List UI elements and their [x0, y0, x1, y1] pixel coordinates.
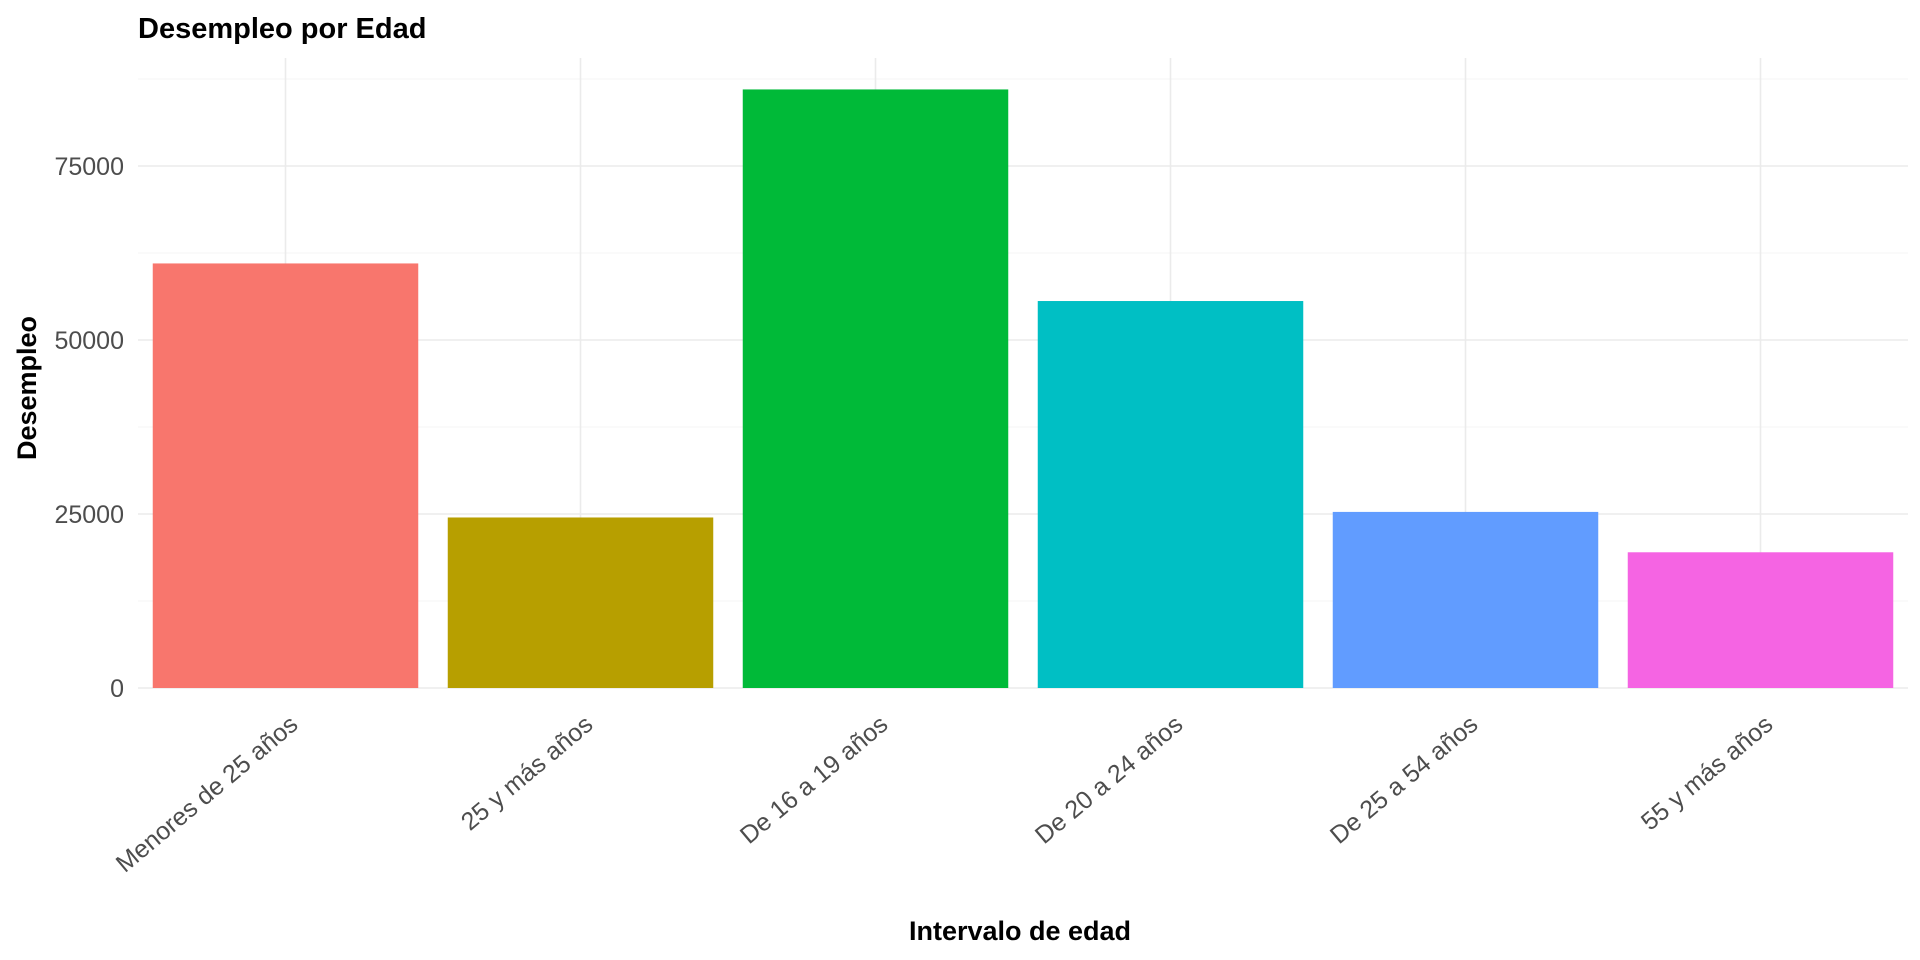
x-tick-label: De 16 a 19 años: [735, 710, 894, 849]
x-tick-label: Menores de 25 años: [111, 710, 304, 878]
bar: [1332, 511, 1599, 688]
x-axis-title: Intervalo de edad: [909, 916, 1131, 946]
bars: [152, 89, 1894, 688]
bar: [1627, 552, 1894, 688]
x-tick-label: De 20 a 24 años: [1030, 710, 1189, 849]
y-tick-label: 50000: [54, 327, 124, 355]
y-tick-label: 0: [110, 675, 124, 703]
x-axis-ticks: Menores de 25 años 25 y más años De 16 a 1…: [111, 710, 1779, 878]
bar: [447, 517, 714, 688]
y-axis-ticks: 0 25000 50000 75000: [54, 153, 124, 703]
y-axis-title: Desempleo: [12, 316, 42, 460]
x-tick-label: 55 y más años: [1636, 710, 1779, 836]
bar: [742, 89, 1009, 688]
y-tick-label: 75000: [54, 153, 124, 181]
y-tick-label: 25000: [54, 501, 124, 529]
chart-title: Desempleo por Edad: [138, 13, 426, 45]
bar: [152, 263, 419, 688]
x-tick-label: De 25 a 54 años: [1325, 710, 1484, 849]
bar: [1037, 301, 1304, 688]
x-tick-label: 25 y más años: [456, 710, 599, 836]
